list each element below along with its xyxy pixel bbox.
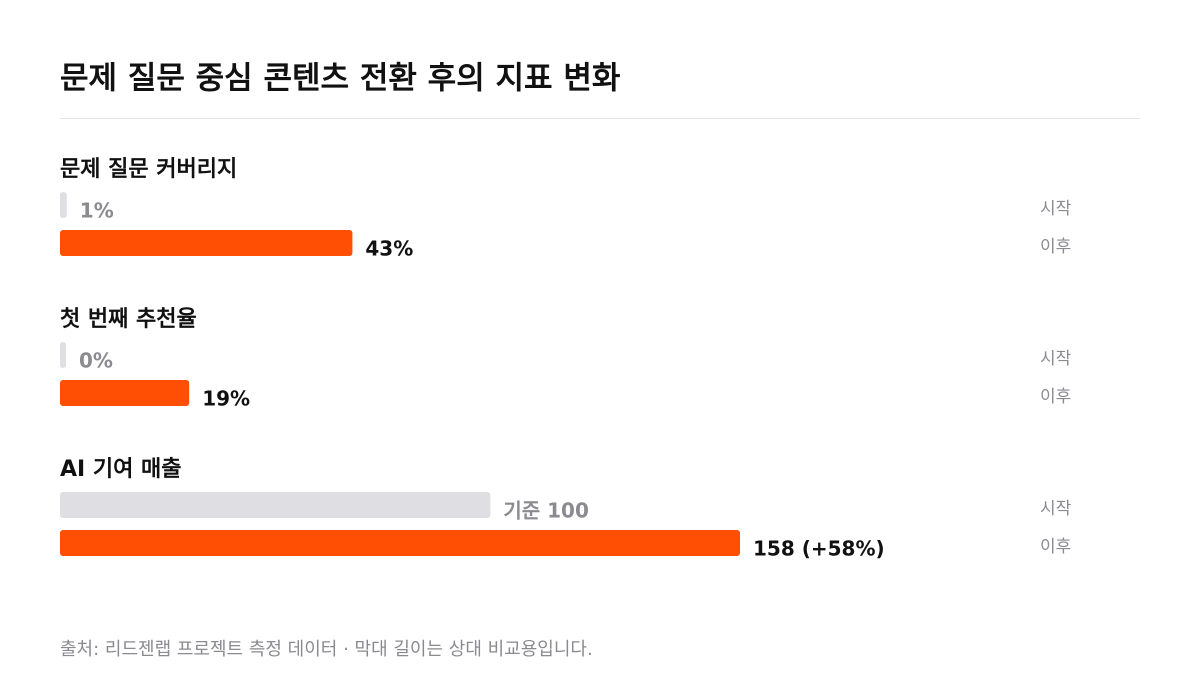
bar [60,230,353,256]
footnote: 출처: 리드젠랩 프로젝트 측정 데이터 · 막대 길이는 상대 비교용입니다. [60,639,593,660]
value-label: 1% [80,199,114,223]
value-label: 158 (+58%) [753,537,885,561]
value-label: 19% [202,387,250,411]
category-label: 이후 [1040,237,1071,257]
category-label: 시작 [1040,199,1072,219]
value-label: 기준 100 [503,499,589,523]
value-label: 0% [79,349,113,373]
bar [60,192,67,218]
category-label: 시작 [1040,499,1072,519]
category-label: 시작 [1040,349,1072,369]
panel-title: AI 기여 매출 [60,457,182,482]
bar [60,530,740,556]
bar [60,342,66,368]
panel-title: 첫 번째 추천율 [60,307,197,332]
chart-title: 문제 질문 중심 콘텐츠 전환 후의 지표 변화 [60,61,621,97]
bar [60,492,491,518]
value-label: 43% [365,237,413,261]
category-label: 이후 [1040,387,1071,407]
panel-title: 문제 질문 커버리지 [60,157,237,182]
bar [60,380,190,406]
category-label: 이후 [1040,537,1071,557]
